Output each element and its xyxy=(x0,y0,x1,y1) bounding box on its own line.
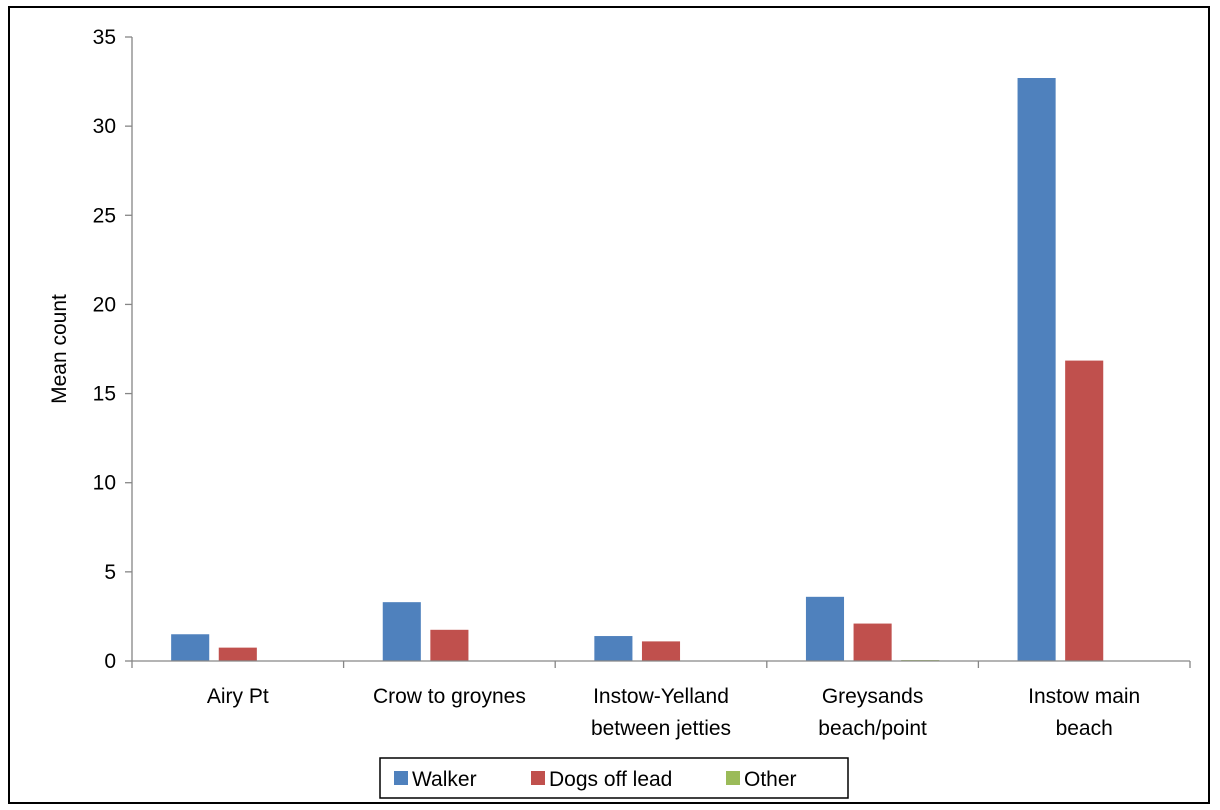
y-axis-label: Mean count xyxy=(48,294,71,404)
axes xyxy=(131,37,1190,662)
legend-swatch xyxy=(394,771,408,785)
legend-box xyxy=(379,757,849,799)
x-category-label: Greysands xyxy=(822,685,924,708)
legend-label: Walker xyxy=(412,768,477,791)
y-tick-label: 5 xyxy=(104,561,116,584)
bar-walker xyxy=(382,602,421,661)
y-tick-label: 10 xyxy=(93,472,116,495)
x-category-label: beach xyxy=(1056,717,1113,740)
x-category-label: Instow main xyxy=(1028,685,1140,708)
y-tick-label: 30 xyxy=(93,115,116,138)
bar-dogs-off-lead xyxy=(853,623,892,661)
x-category-label: beach/point xyxy=(818,717,927,740)
bar-dogs-off-lead xyxy=(641,641,681,661)
x-category-label: Crow to groynes xyxy=(373,685,526,708)
category-labels: Airy Pt Crow to groynes Instow-Yelland betw… xyxy=(207,685,1140,740)
legend-swatch xyxy=(726,771,740,785)
y-axis-ticks: 0 5 10 15 20 25 30 35 xyxy=(93,26,132,673)
x-category-label: Airy Pt xyxy=(207,685,269,708)
bar-dogs-off-lead xyxy=(430,629,469,661)
x-axis-ticks xyxy=(131,661,1191,668)
y-tick-label: 25 xyxy=(93,204,116,227)
y-tick-label: 15 xyxy=(93,383,116,406)
y-tick-label: 20 xyxy=(93,293,116,316)
y-tick-label: 0 xyxy=(104,650,116,673)
bar-walker xyxy=(594,636,633,661)
x-category-label: Instow-Yelland xyxy=(593,685,729,708)
x-category-label: between jetties xyxy=(591,717,731,740)
bar-walker xyxy=(171,634,210,661)
bar-walker xyxy=(805,596,845,661)
bar-walker xyxy=(1017,78,1056,661)
bar-dogs-off-lead xyxy=(1065,360,1104,661)
bar-series xyxy=(171,78,1104,661)
legend-label: Other xyxy=(744,768,797,791)
bar-dogs-off-lead xyxy=(218,647,257,661)
legend-label: Dogs off lead xyxy=(549,768,672,791)
legend: Walker Dogs off lead Other xyxy=(379,757,849,799)
legend-swatch xyxy=(531,771,545,785)
chart-frame xyxy=(8,6,1210,804)
y-tick-label: 35 xyxy=(93,26,116,49)
